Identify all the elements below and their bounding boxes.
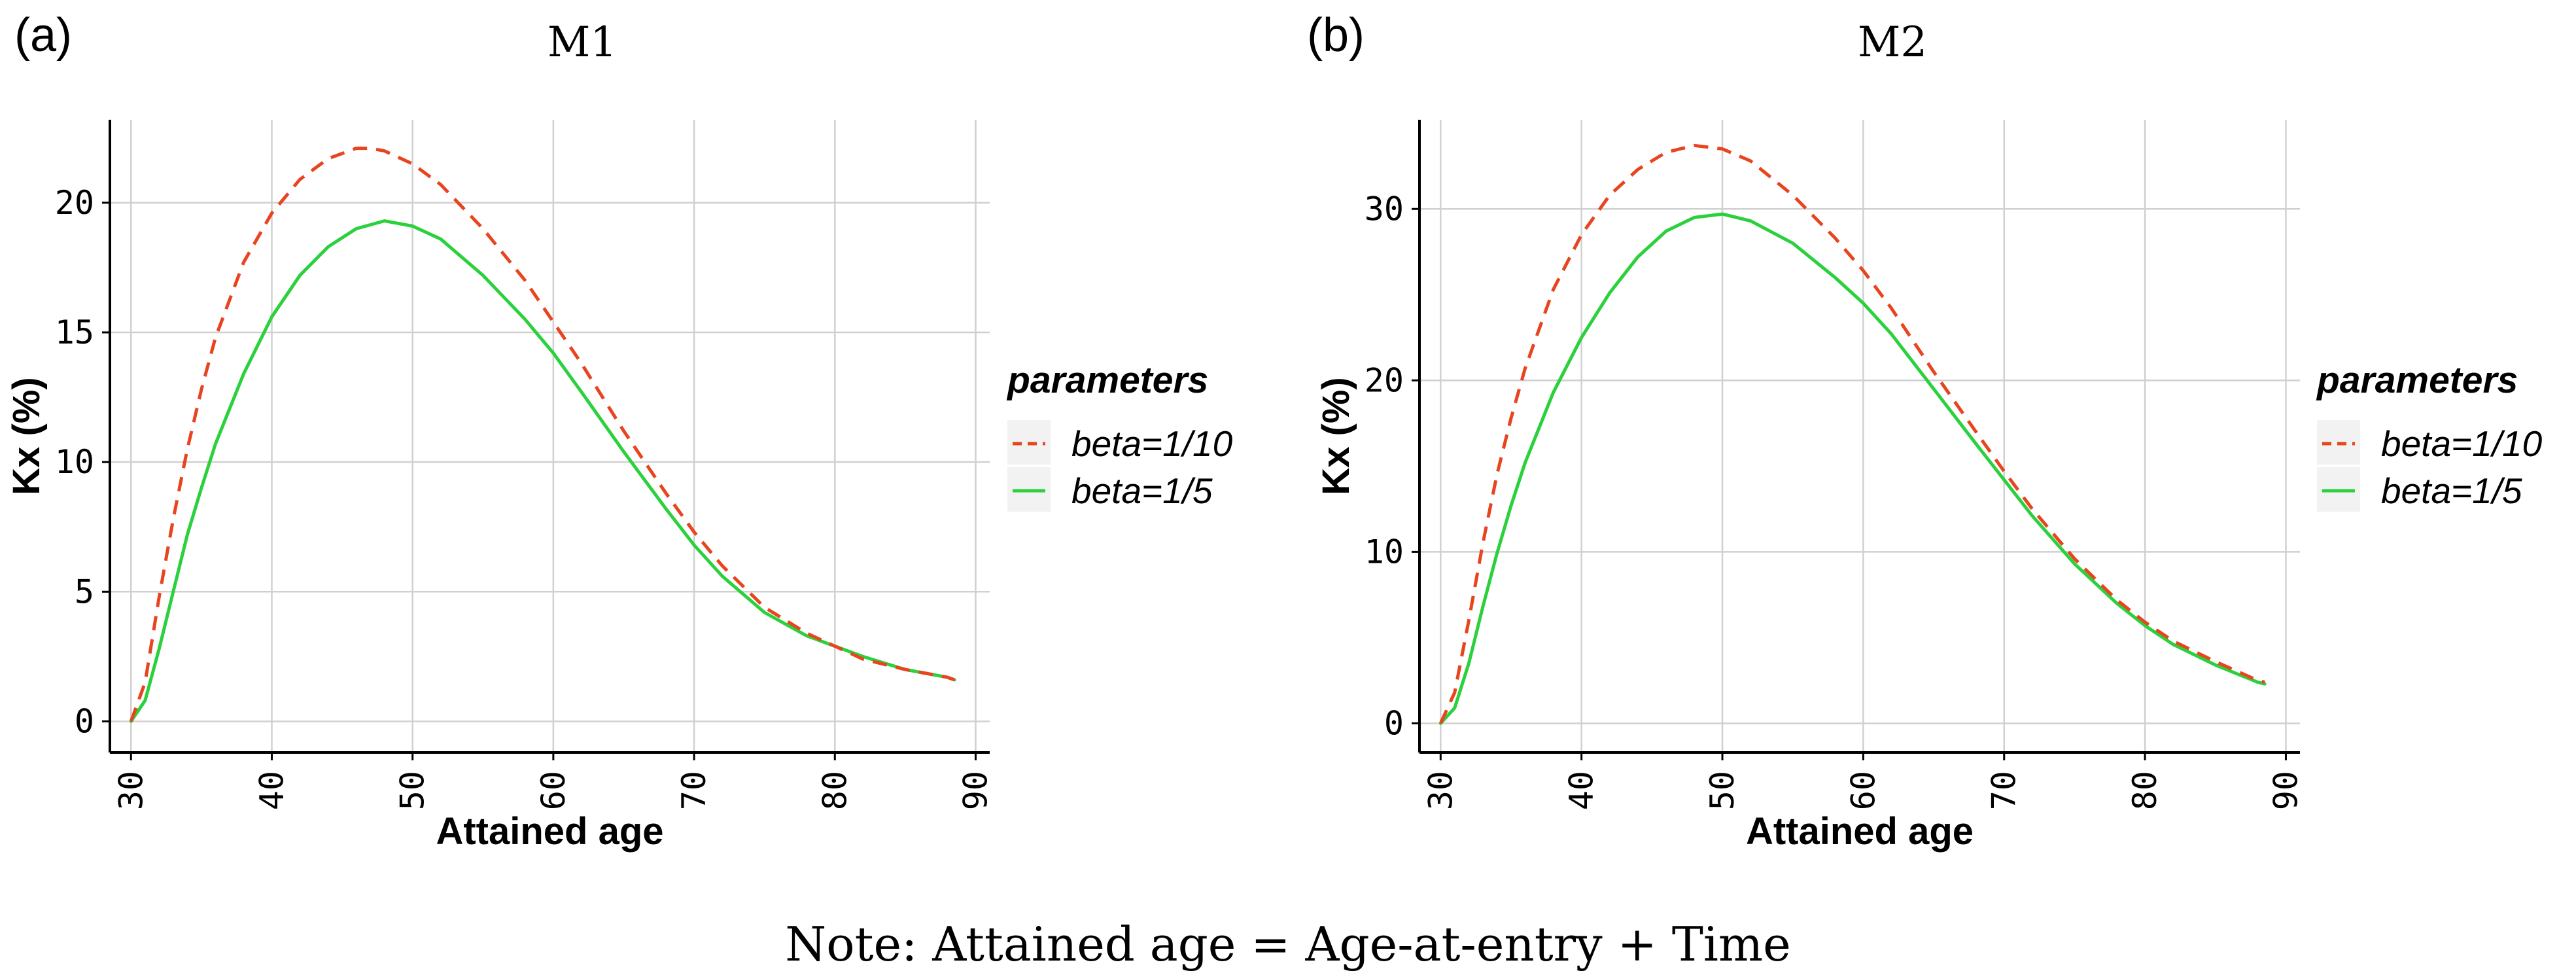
x-tick-label: 80 bbox=[816, 771, 854, 810]
y-tick-label: 20 bbox=[1365, 361, 1404, 399]
series-line-beta-1-10 bbox=[1439, 143, 2265, 724]
legend-title: parameters bbox=[1006, 359, 1208, 401]
x-tick-label: 60 bbox=[1844, 771, 1882, 810]
legend-label: beta=1/10 bbox=[2381, 423, 2543, 464]
y-axis-title: Kx (%) bbox=[1315, 377, 1357, 495]
legend-label: beta=1/5 bbox=[2381, 470, 2522, 511]
y-tick-label: 0 bbox=[75, 702, 94, 740]
panel-label: (a) bbox=[14, 9, 72, 62]
panel-label: (b) bbox=[1307, 9, 1365, 62]
y-tick-label: 0 bbox=[1384, 704, 1404, 742]
x-tick-label: 70 bbox=[1985, 771, 2023, 810]
series-line-beta-1-5 bbox=[1438, 212, 2267, 725]
y-tick-label: 30 bbox=[1365, 190, 1404, 228]
y-axis-title: Kx (%) bbox=[5, 377, 48, 495]
panel-a: (a) M1 0 5 10 15 20 30 40 50 60 70 80 90 Attained age K… bbox=[5, 9, 1233, 853]
x-axis-title: Attained age bbox=[436, 810, 663, 853]
panel-b: (b) M2 0 10 20 30 30 40 50 60 70 80 90 Attained age Kx… bbox=[1307, 9, 2543, 853]
y-tick-label: 20 bbox=[55, 184, 94, 222]
y-tick-label: 5 bbox=[75, 573, 94, 610]
panel-title: M1 bbox=[548, 18, 617, 67]
panel-title: M2 bbox=[1858, 18, 1927, 67]
y-tick-label: 10 bbox=[55, 443, 94, 481]
legend-label: beta=1/5 bbox=[1071, 470, 1213, 511]
x-tick-label: 80 bbox=[2126, 771, 2164, 810]
x-tick-label: 60 bbox=[534, 771, 572, 810]
x-axis-title: Attained age bbox=[1746, 810, 1974, 853]
x-tick-label: 50 bbox=[1703, 771, 1741, 810]
series-line-beta-1-5 bbox=[129, 219, 956, 723]
x-tick-label: 90 bbox=[956, 771, 994, 810]
x-tick-label: 40 bbox=[1563, 771, 1601, 810]
x-tick-label: 30 bbox=[1421, 771, 1459, 810]
y-tick-label: 15 bbox=[55, 313, 94, 351]
x-tick-label: 70 bbox=[675, 771, 713, 810]
legend-title: parameters bbox=[2316, 359, 2518, 401]
y-tick-label: 10 bbox=[1365, 533, 1404, 571]
x-tick-label: 90 bbox=[2267, 771, 2305, 810]
series-line-beta-1-10 bbox=[129, 147, 956, 722]
x-tick-label: 30 bbox=[112, 771, 150, 810]
footnote: Note: Attained age = Age-at-entry + Time bbox=[785, 917, 1791, 972]
legend-label: beta=1/10 bbox=[1071, 423, 1233, 464]
x-tick-label: 40 bbox=[252, 771, 290, 810]
x-tick-label: 50 bbox=[394, 771, 432, 810]
